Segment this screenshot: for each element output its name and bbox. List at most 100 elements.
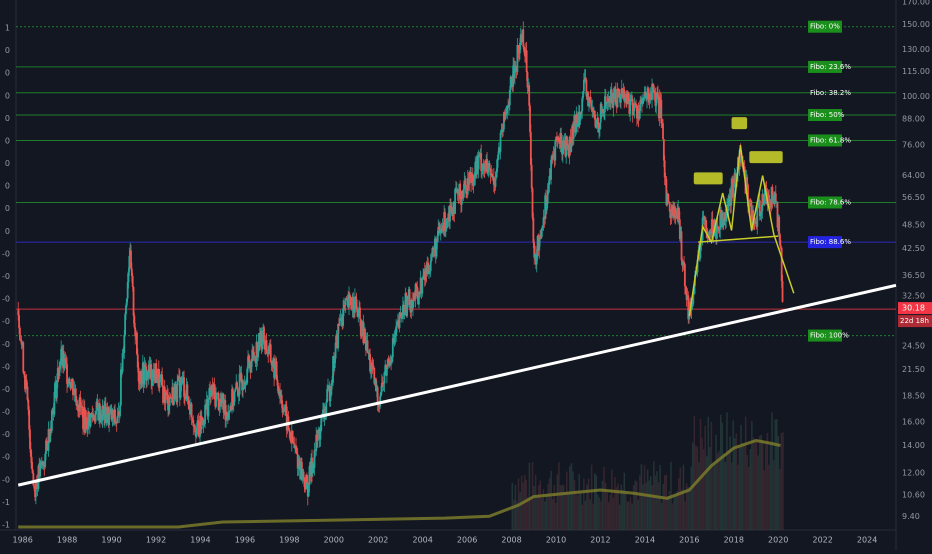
left-tick-label: -0 — [2, 475, 10, 484]
candle-body — [620, 94, 622, 103]
volume-bar — [710, 421, 713, 530]
x-tick-label: 2018 — [724, 536, 744, 545]
candle-body — [354, 296, 357, 300]
candle-body — [582, 91, 584, 99]
candle-body — [276, 379, 279, 386]
candle-body — [589, 96, 592, 103]
volume-bar — [614, 476, 616, 530]
candle-body — [396, 324, 398, 327]
volume-bar — [678, 478, 680, 530]
candle-body — [234, 388, 237, 392]
left-tick-label: 1 — [5, 24, 10, 33]
volume-bar — [608, 502, 610, 530]
volume-bar — [704, 426, 706, 530]
volume-bar — [555, 502, 557, 530]
candle-body — [343, 305, 346, 307]
volume-bar — [566, 471, 568, 530]
candle-body — [360, 323, 363, 337]
left-tick-label: -0 — [2, 317, 10, 326]
volume-bar — [522, 482, 524, 530]
candle-body — [268, 346, 270, 354]
candle-body — [683, 264, 686, 287]
candle-body — [665, 178, 668, 206]
candle-body — [730, 186, 733, 206]
left-tick-label: -0 — [2, 385, 10, 394]
candle-body — [535, 253, 538, 265]
candle-body — [320, 417, 323, 431]
candle-body — [432, 248, 435, 250]
candle-body — [298, 459, 301, 467]
candle-body — [592, 107, 595, 112]
candle-body — [494, 177, 497, 187]
volume-bar — [528, 462, 531, 530]
candle-body — [348, 294, 351, 298]
volume-bar — [626, 501, 629, 530]
volume-bar — [766, 432, 769, 530]
candle-body — [430, 256, 433, 262]
candle-body — [639, 100, 642, 111]
candle-body — [530, 164, 533, 189]
volume-bar — [570, 463, 573, 530]
candle-body — [752, 209, 754, 222]
candle-body — [570, 143, 573, 152]
candle-body — [767, 192, 770, 196]
volume-bar — [542, 489, 545, 530]
candle-body — [634, 103, 637, 105]
candle-body — [75, 396, 78, 406]
candle-body — [251, 349, 254, 362]
fib-label: Fibo: 100% — [810, 332, 849, 340]
candle-body — [183, 377, 185, 397]
volume-bar — [707, 416, 710, 530]
volume-bar — [598, 497, 601, 530]
volume-bar — [516, 501, 518, 530]
volume-bar — [561, 485, 563, 530]
candle-body — [517, 45, 520, 51]
candle-body — [132, 286, 135, 316]
candle-body — [703, 215, 706, 221]
volume-bar — [772, 459, 775, 530]
candle-body — [165, 392, 168, 394]
y-tick-label: 150.00 — [902, 20, 930, 29]
candle-body — [29, 429, 31, 449]
volume-bar — [737, 464, 739, 530]
candle-body — [687, 295, 690, 320]
y-tick-label: 14.00 — [902, 441, 925, 450]
volume-bar — [656, 471, 658, 530]
candle-body — [291, 430, 294, 443]
candle-body — [109, 411, 111, 414]
candle-body — [756, 207, 759, 227]
volume-bar — [525, 479, 528, 530]
candle-body — [762, 194, 765, 204]
volume-bar — [668, 490, 671, 530]
y-tick-label: 24.50 — [902, 342, 925, 351]
volume-bar — [740, 424, 742, 530]
candle-body — [638, 110, 641, 119]
candle-body — [431, 248, 434, 257]
candle-body — [252, 349, 254, 352]
candle-body — [380, 391, 382, 397]
x-tick-label: 1992 — [146, 536, 166, 545]
candle-body — [45, 440, 47, 454]
candle-body — [663, 160, 666, 178]
candle-body — [279, 391, 281, 396]
candle-body — [18, 315, 20, 328]
candle-body — [508, 89, 511, 106]
candle-body — [188, 400, 190, 410]
volume-bar — [534, 474, 537, 530]
volume-bar — [595, 475, 598, 530]
candle-body — [402, 304, 405, 315]
volume-bar — [695, 445, 697, 530]
candle-body — [263, 327, 265, 342]
candle-body — [114, 409, 116, 423]
y-tick-label: 170.00 — [902, 0, 930, 7]
candle-body — [156, 380, 159, 384]
candle-body — [332, 356, 334, 383]
candle-body — [240, 372, 243, 382]
left-tick-label: -0 — [2, 408, 10, 417]
candle-body — [176, 381, 179, 403]
candle-body — [684, 286, 687, 294]
candle-body — [614, 88, 617, 104]
candle-body — [369, 354, 371, 372]
candle-body — [233, 391, 236, 403]
candle-body — [439, 228, 442, 234]
